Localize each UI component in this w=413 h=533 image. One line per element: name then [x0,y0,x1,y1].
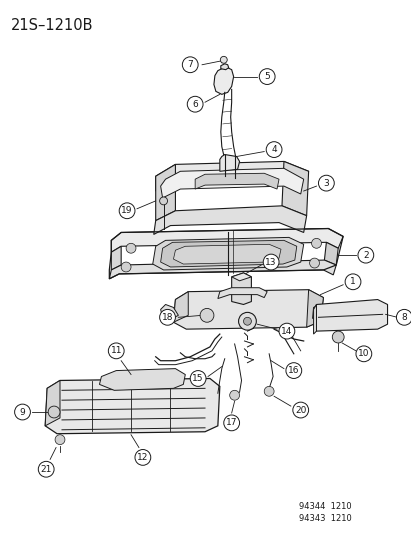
Circle shape [309,258,319,268]
Polygon shape [214,67,233,94]
Circle shape [318,175,333,191]
Circle shape [199,309,214,322]
Circle shape [396,310,411,325]
Polygon shape [111,246,121,270]
Circle shape [292,402,308,418]
Polygon shape [173,244,280,264]
Text: 17: 17 [225,418,237,427]
Circle shape [278,323,294,339]
Circle shape [126,244,135,253]
Circle shape [159,310,175,325]
Polygon shape [313,304,316,334]
Text: 2: 2 [362,251,368,260]
Circle shape [121,262,131,272]
Text: 9: 9 [19,408,25,416]
Polygon shape [155,161,308,191]
Polygon shape [160,304,178,319]
Polygon shape [99,369,185,390]
Circle shape [238,312,256,330]
Text: 4: 4 [271,145,276,154]
Circle shape [159,197,167,205]
Circle shape [229,390,239,400]
Polygon shape [195,173,278,189]
Text: 19: 19 [121,206,133,215]
Text: 12: 12 [137,453,148,462]
Circle shape [108,343,124,359]
Polygon shape [313,300,387,331]
Text: 8: 8 [401,313,406,322]
Circle shape [332,331,343,343]
Text: 3: 3 [323,179,328,188]
Circle shape [357,247,373,263]
Text: 21: 21 [40,465,52,474]
Text: 16: 16 [287,366,299,375]
Text: 20: 20 [294,406,306,415]
Circle shape [285,362,301,378]
Circle shape [243,317,251,325]
Text: 21S–1210B: 21S–1210B [11,18,93,33]
Polygon shape [281,161,308,216]
Circle shape [38,462,54,477]
Text: 11: 11 [110,346,122,356]
Circle shape [187,96,202,112]
Text: 13: 13 [265,257,276,266]
Circle shape [190,370,206,386]
Polygon shape [160,168,303,198]
Circle shape [135,449,150,465]
Text: 18: 18 [161,313,173,322]
Circle shape [119,203,135,219]
Polygon shape [324,243,337,265]
Polygon shape [152,237,303,270]
Text: 94343  1210: 94343 1210 [298,514,351,523]
Polygon shape [219,155,239,171]
Circle shape [266,142,281,157]
Polygon shape [109,260,335,279]
Circle shape [311,238,320,248]
Polygon shape [155,164,175,221]
Circle shape [182,57,198,72]
Text: 10: 10 [357,349,369,358]
Text: 1: 1 [349,277,355,286]
Circle shape [223,415,239,431]
Polygon shape [231,273,251,304]
Circle shape [263,386,273,396]
Polygon shape [173,289,323,329]
Polygon shape [173,292,188,322]
Polygon shape [217,288,266,298]
Polygon shape [220,64,228,70]
Circle shape [355,346,371,362]
Circle shape [48,406,60,418]
Polygon shape [45,378,219,434]
Text: 5: 5 [263,72,269,81]
Text: 6: 6 [192,100,197,109]
Circle shape [220,56,227,63]
Circle shape [263,254,278,270]
Circle shape [259,69,274,84]
Text: 7: 7 [187,60,192,69]
Polygon shape [160,240,296,267]
Polygon shape [231,273,251,281]
Polygon shape [306,289,323,327]
Polygon shape [45,381,60,426]
Polygon shape [111,229,342,252]
Text: 14: 14 [280,327,292,336]
Circle shape [344,274,360,289]
Polygon shape [153,206,306,235]
Text: 15: 15 [192,374,203,383]
Polygon shape [312,304,325,321]
Circle shape [14,404,30,420]
Circle shape [55,435,65,445]
Text: 94344  1210: 94344 1210 [298,502,351,511]
